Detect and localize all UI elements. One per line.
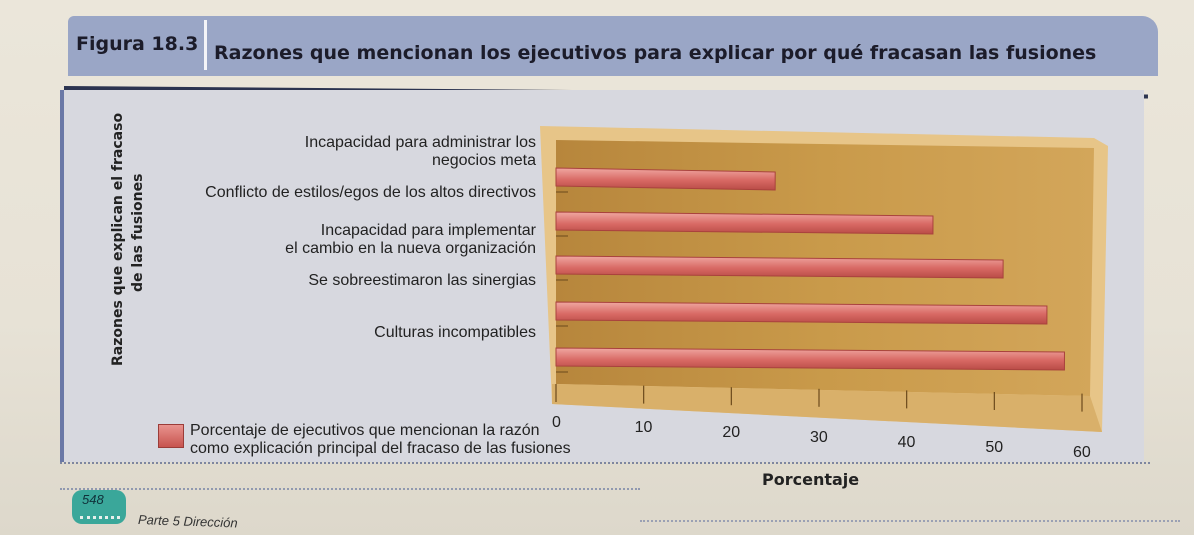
bar-3 [555,301,1048,325]
x-tick-label-30: 30 [810,429,828,446]
plot-floor [552,384,1102,432]
x-tick-label-0: 0 [552,414,561,431]
bar-0 [555,167,776,191]
category-label-1-line-0: Conflicto de estilos/egos de los altos d… [205,184,536,201]
category-label-4-line-0: Culturas incompatibles [374,324,536,341]
x-tick-label-10: 10 [634,419,653,436]
category-label-0-line-0: Incapacidad para administrar los [304,134,536,151]
dotted-divider-lower [60,488,640,490]
legend-label-line-2: como explicación principal del fracaso d… [190,440,571,457]
legend-label: Porcentaje de ejecutivos que mencionan l… [190,422,571,458]
bar-2 [555,255,1004,279]
legend-label-line-1: Porcentaje de ejecutivos que mencionan l… [190,422,540,439]
panel-edge [60,90,64,462]
category-label-2-line-1: el cambio en la nueva organización [285,240,536,257]
figure-label: Figura 18.3 [76,33,199,55]
figure-title: Razones que mencionan los ejecutivos par… [214,42,1097,64]
dotted-divider [60,462,1150,464]
category-label-0-line-1: negocios meta [431,152,536,169]
x-tick-label-20: 20 [722,424,741,441]
category-label-3-line-0: Se sobreestimaron las sinergias [308,272,536,289]
figure-header [68,16,1158,76]
category-label-2: Incapacidad para implementar el cambio en… [285,222,536,258]
x-tick-label-40: 40 [897,434,916,451]
category-label-2-line-0: Incapacidad para implementar [320,222,536,239]
bar-1 [555,211,934,235]
category-label-4: Culturas incompatibles [374,324,536,342]
badge-dots [80,516,120,519]
legend-swatch [158,424,184,448]
page-number: 548 [82,492,104,507]
x-tick-label-50: 50 [985,439,1004,456]
category-label-0: Incapacidad para administrar los negocios… [305,134,536,170]
bar-4 [555,347,1065,371]
dotted-divider-bottom [640,520,1180,522]
category-label-3: Se sobreestimaron las sinergias [308,272,536,290]
header-divider [204,20,207,70]
x-axis-label: Porcentaje [762,470,860,489]
category-label-1: Conflicto de estilos/egos de los altos d… [205,184,536,202]
x-tick-label-60: 60 [1073,444,1091,461]
